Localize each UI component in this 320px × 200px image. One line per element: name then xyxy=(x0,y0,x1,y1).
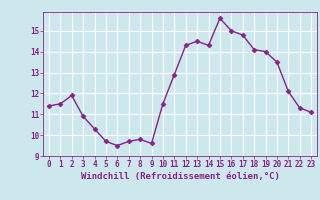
X-axis label: Windchill (Refroidissement éolien,°C): Windchill (Refroidissement éolien,°C) xyxy=(81,172,279,181)
